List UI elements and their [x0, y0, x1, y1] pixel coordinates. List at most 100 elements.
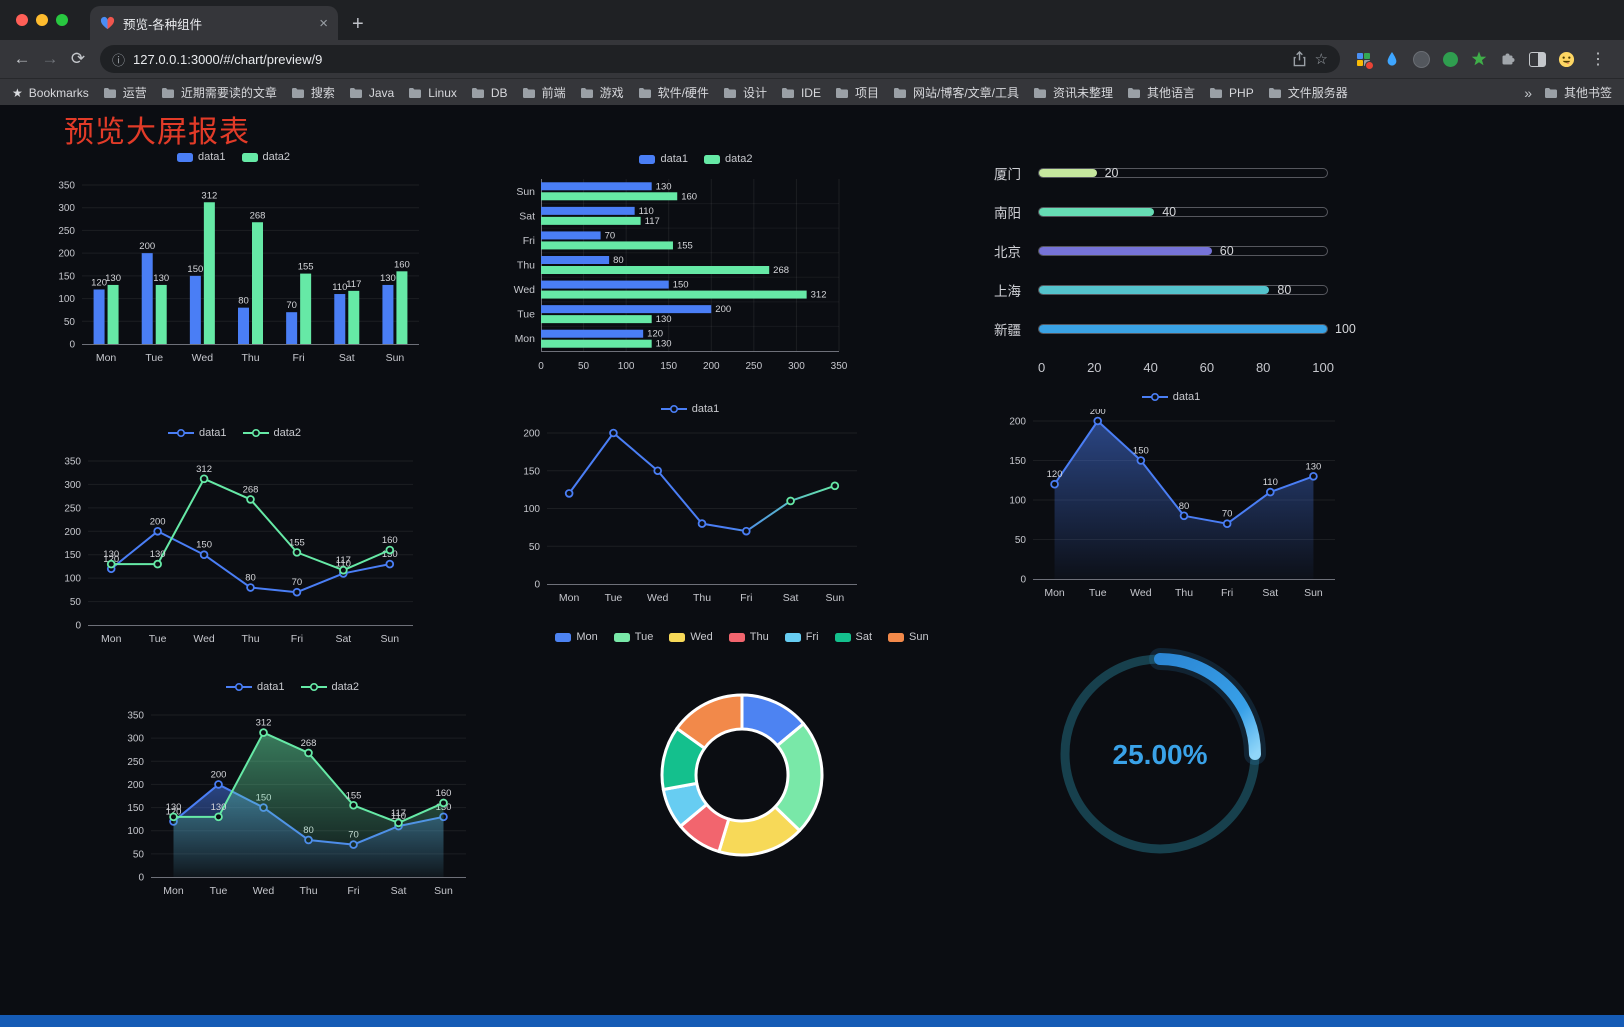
bookmark-folder[interactable]: 其他语言	[1127, 84, 1195, 101]
legend-label: data2	[262, 151, 291, 163]
legend-label: data1	[1172, 391, 1201, 403]
split-view-icon[interactable]	[1528, 50, 1546, 68]
browser-tab[interactable]: 预览-各种组件 ×	[90, 6, 338, 40]
svg-text:100: 100	[1009, 496, 1026, 507]
legend-item-Sat[interactable]: Sat	[834, 631, 872, 643]
folder-icon	[723, 87, 736, 98]
bookmark-folder[interactable]: 文件服务器	[1268, 84, 1348, 101]
svg-text:200: 200	[58, 249, 75, 260]
bookmark-folder[interactable]: 运营	[103, 84, 147, 101]
chart-legend: data1 data2	[167, 423, 301, 443]
svg-text:70: 70	[292, 577, 303, 588]
legend-item-Fri[interactable]: Fri	[784, 631, 819, 643]
back-icon[interactable]: ←	[13, 49, 31, 68]
legend-item-data1[interactable]: data1	[176, 151, 226, 163]
apps-grid-icon[interactable]	[1354, 50, 1374, 70]
legend-item-Mon[interactable]: Mon	[555, 631, 598, 643]
progress-fill	[1039, 324, 1327, 333]
bookmark-folder[interactable]: 项目	[835, 84, 879, 101]
tab-close-icon[interactable]: ×	[319, 14, 328, 32]
bookmark-folder[interactable]: Java	[349, 86, 394, 100]
bookmark-folder[interactable]: Linux	[408, 86, 457, 100]
legend-item-data1[interactable]: data1	[167, 427, 227, 439]
legend-item-data1[interactable]: data1	[1141, 391, 1201, 403]
legend-item-data1[interactable]: data1	[225, 681, 285, 693]
bookmark-folder[interactable]: 软件/硬件	[638, 84, 709, 101]
legend-item-data2[interactable]: data2	[241, 151, 291, 163]
bookmarks-overflow-chevron[interactable]: »	[1524, 84, 1532, 101]
browser-menu-icon[interactable]: ⋮	[1590, 51, 1606, 68]
legend-label: data2	[725, 153, 753, 165]
bookmark-label: 其他语言	[1147, 86, 1196, 100]
other-bookmarks-folder[interactable]: 其他书签	[1544, 84, 1612, 101]
bookmark-folder[interactable]: 游戏	[580, 84, 624, 101]
legend-item-Tue[interactable]: Tue	[613, 631, 653, 643]
folder-icon	[1268, 87, 1281, 98]
svg-text:Tue: Tue	[517, 309, 535, 321]
bookmark-folder[interactable]: 前端	[522, 84, 566, 101]
chart-legend: data1	[1141, 387, 1201, 407]
svg-text:130: 130	[150, 549, 166, 560]
chart-legend: data1 data2	[639, 149, 753, 169]
bookmarks-manager-item[interactable]: ★ Bookmarks	[12, 86, 89, 100]
progress-axis-ticks: 0 20 40 60 80 100	[1038, 360, 1334, 375]
bookmark-folder[interactable]: 近期需要读的文章	[161, 84, 277, 101]
svg-text:200: 200	[139, 241, 155, 252]
legend-swatch	[834, 632, 851, 642]
bookmark-folder[interactable]: IDE	[781, 86, 821, 100]
bookmark-folder[interactable]: 搜索	[291, 84, 335, 101]
puzzle-icon[interactable]	[1499, 50, 1517, 68]
dark-circle-icon[interactable]	[1412, 50, 1430, 68]
reload-icon[interactable]: ⟳	[70, 49, 86, 68]
green-star-icon[interactable]	[1470, 50, 1488, 68]
legend-item-data1[interactable]: data1	[639, 153, 688, 165]
svg-text:150: 150	[523, 466, 540, 477]
bookmark-label: Bookmarks	[28, 85, 89, 100]
bookmark-star-icon[interactable]: ☆	[1314, 51, 1328, 68]
new-tab-button[interactable]: +	[352, 13, 364, 35]
legend-label: data1	[198, 427, 227, 439]
legend-item-Thu[interactable]: Thu	[728, 631, 769, 643]
svg-text:130: 130	[103, 549, 119, 560]
address-bar[interactable]: ⓘ 127.0.0.1:3000/#/chart/preview/9 ☆	[100, 45, 1340, 73]
line-chart-canvas: 0 50 100 150 200 250 300 350 Mon Tue Wed Thu Fri Sat S…	[64, 457, 413, 645]
svg-text:110: 110	[391, 811, 406, 822]
svg-text:50: 50	[1015, 535, 1027, 546]
zoom-window-button[interactable]	[56, 14, 68, 26]
legend-item-data2[interactable]: data2	[300, 681, 359, 693]
green-circle-icon[interactable]	[1441, 50, 1459, 68]
svg-text:155: 155	[677, 240, 693, 251]
progress-row-新疆: 新疆 100	[994, 309, 1356, 348]
svg-text:0: 0	[538, 361, 544, 372]
bookmark-folder[interactable]: 设计	[723, 84, 767, 101]
water-drop-icon[interactable]	[1383, 50, 1401, 68]
bookmark-folder[interactable]: 资讯未整理	[1033, 84, 1113, 101]
legend-item-Wed[interactable]: Wed	[669, 631, 713, 643]
legend-swatch	[669, 632, 686, 642]
bookmark-folder[interactable]: DB	[471, 86, 508, 100]
forward-icon[interactable]: →	[41, 49, 59, 68]
emoji-face-icon[interactable]	[1557, 50, 1575, 68]
svg-text:250: 250	[58, 226, 75, 237]
legend-item-data1[interactable]: data1	[660, 403, 720, 415]
bookmark-folder[interactable]: 网站/博客/文章/工具	[893, 84, 1019, 101]
close-window-button[interactable]	[16, 14, 28, 26]
svg-text:100: 100	[127, 826, 144, 837]
minimize-window-button[interactable]	[36, 14, 48, 26]
svg-text:150: 150	[196, 540, 212, 551]
svg-text:120: 120	[1047, 469, 1063, 480]
legend-item-data2[interactable]: data2	[242, 427, 301, 439]
legend-label: data1	[691, 403, 720, 415]
legend-swatch	[555, 632, 572, 642]
bookmark-folder[interactable]: PHP	[1209, 86, 1254, 100]
pie-chart-canvas	[660, 693, 824, 857]
svg-text:120: 120	[91, 277, 107, 288]
legend-item-Sun[interactable]: Sun	[888, 631, 929, 643]
share-icon[interactable]	[1292, 51, 1307, 67]
site-info-icon[interactable]: ⓘ	[112, 52, 126, 68]
svg-text:Sat: Sat	[519, 210, 535, 222]
legend-swatch	[784, 632, 801, 642]
tab-title: 预览-各种组件	[123, 17, 203, 32]
legend-item-data2[interactable]: data2	[704, 153, 753, 165]
